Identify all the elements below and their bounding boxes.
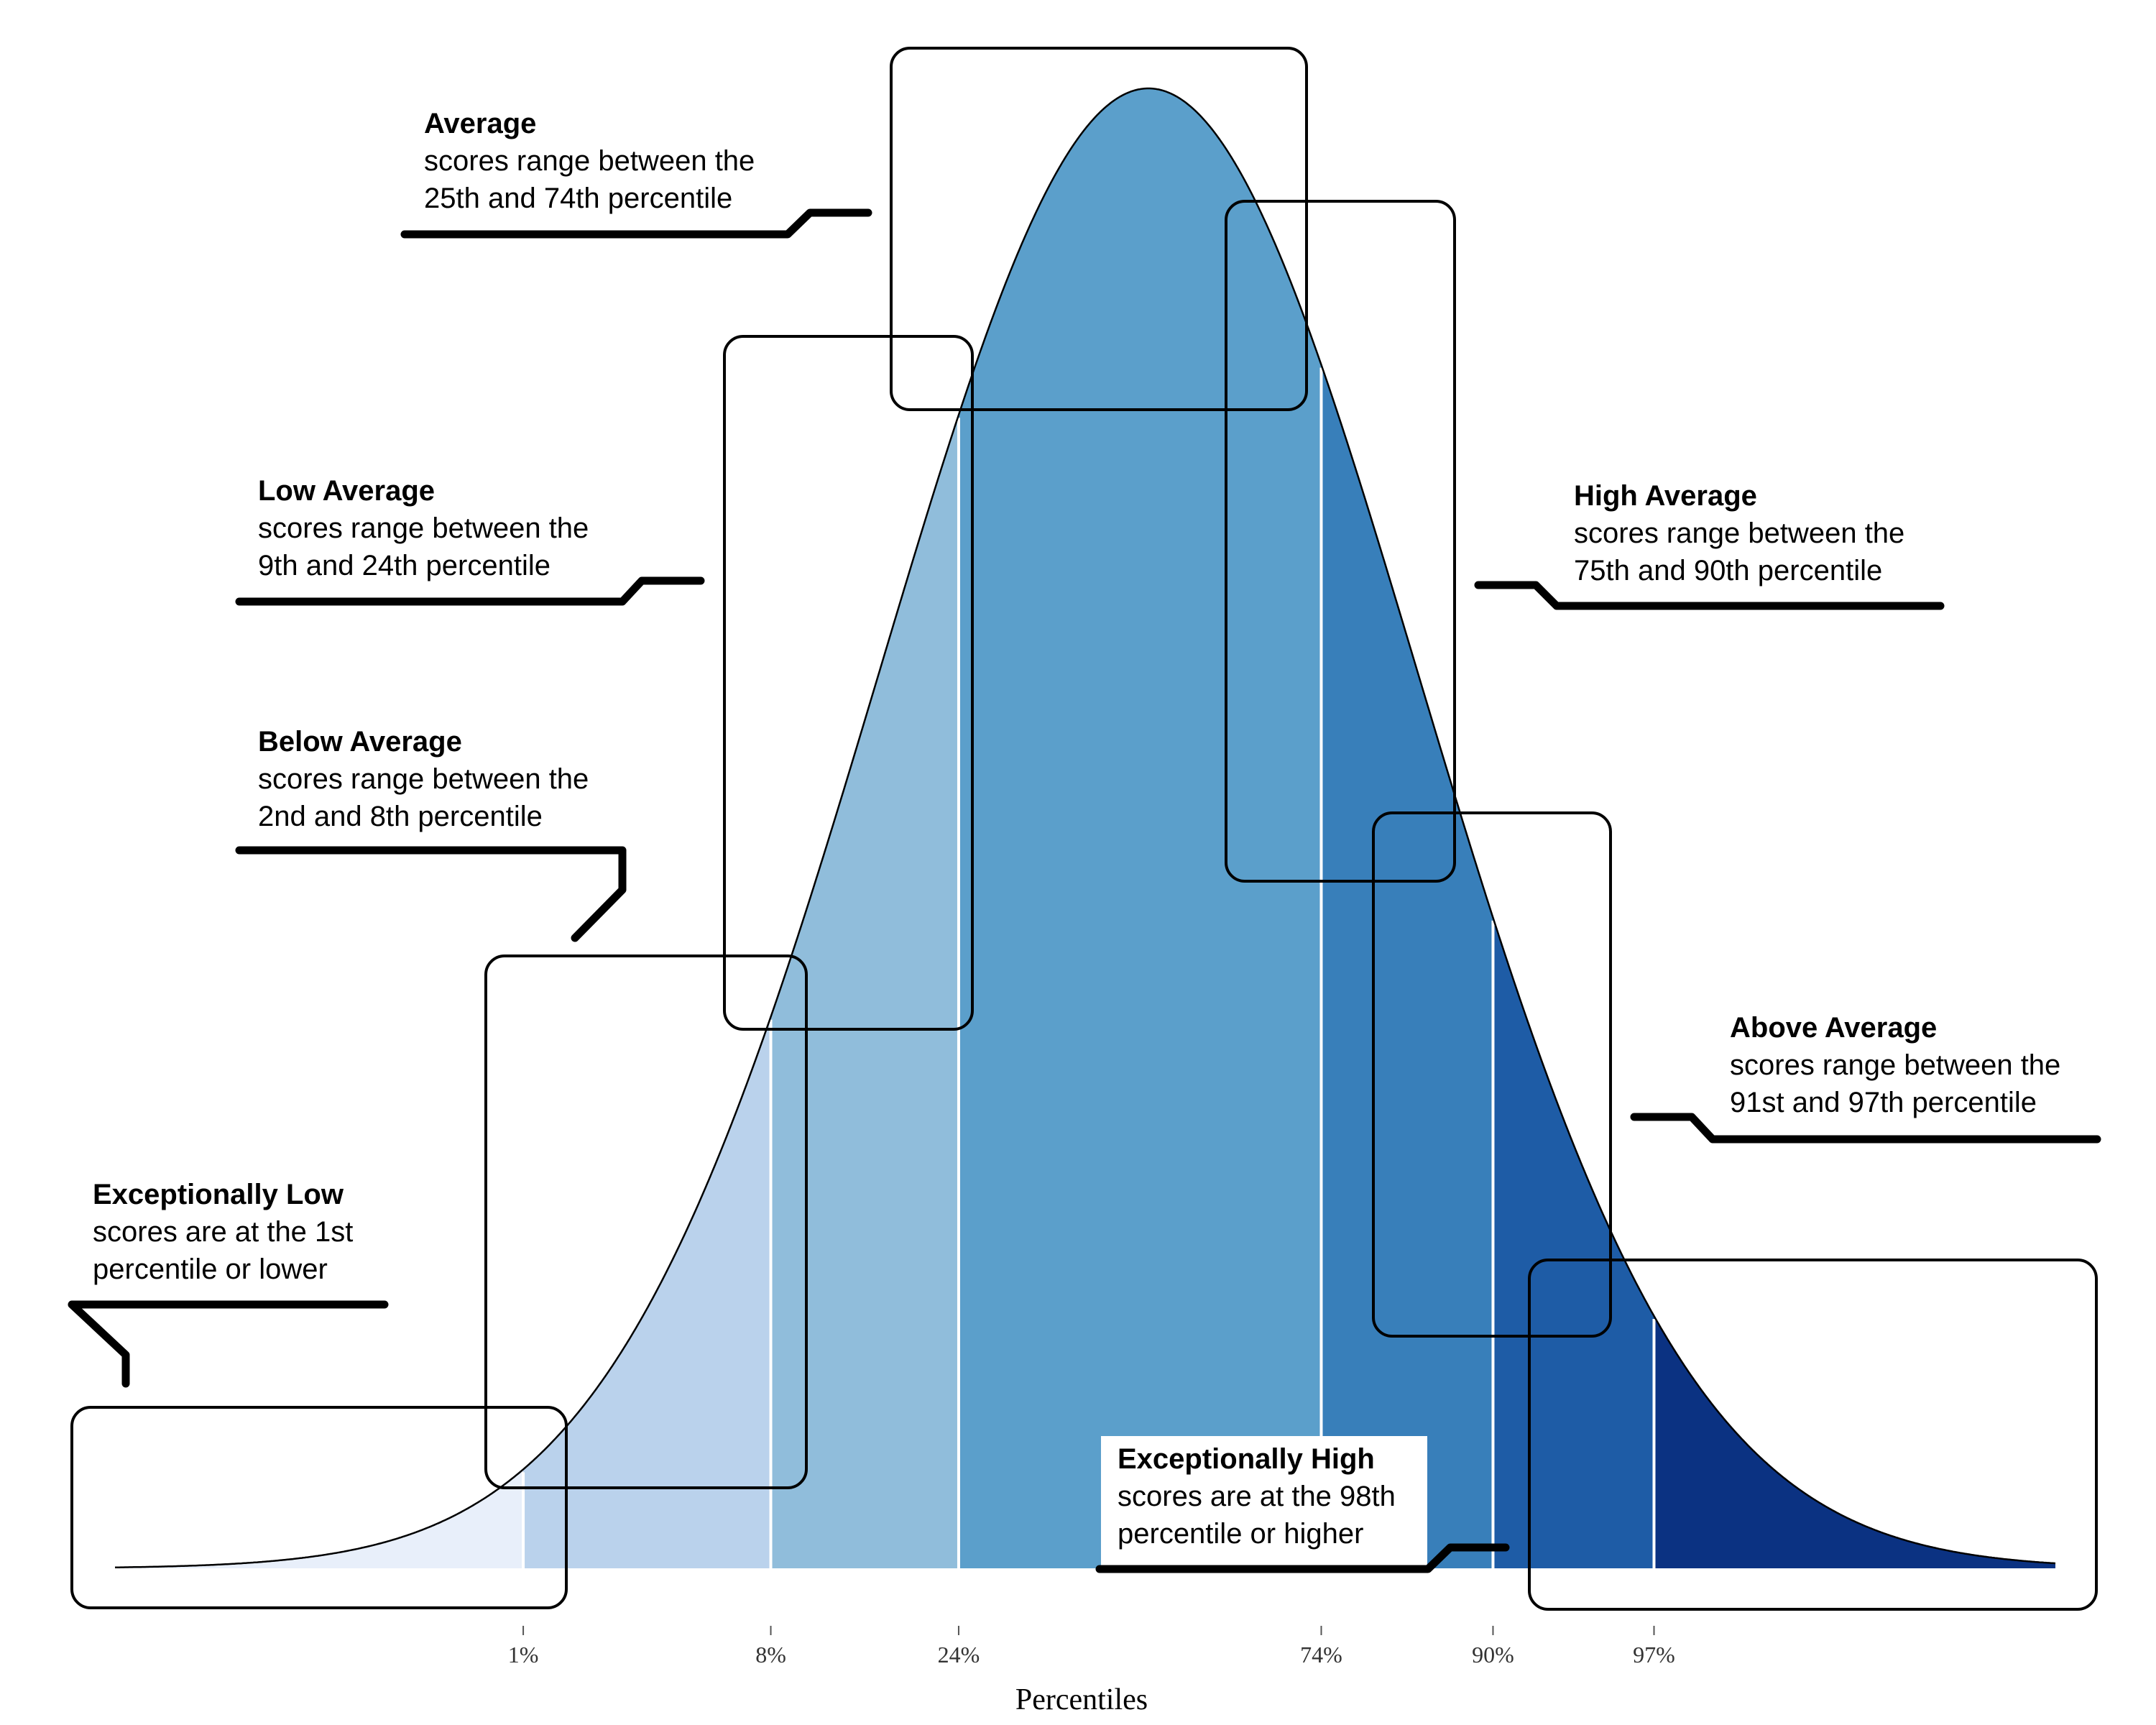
callout-leader-line (235, 846, 627, 942)
band-label: Average scores range between the 25th and … (400, 108, 872, 239)
band-label-description: scores are at the 98th (1118, 1481, 1396, 1512)
band-label-description: scores range between the (258, 512, 589, 544)
band-label: Below Average scores range between the 2nd… (235, 726, 627, 942)
band-area (770, 415, 959, 1569)
band-label-description: 2nd and 8th percentile (258, 801, 543, 832)
band-area (115, 1469, 524, 1568)
band-label-title: Exceptionally Low (93, 1179, 344, 1210)
band-label-description: 25th and 74th percentile (424, 183, 732, 214)
band-label: Above Average scores range between the 91s… (1630, 1012, 2101, 1144)
x-axis-title: Percentiles (1015, 1683, 1148, 1716)
callout-leader-line (400, 208, 872, 239)
band-label-title: Low Average (258, 475, 435, 507)
band-area (958, 88, 1322, 1568)
highlight-box (484, 954, 808, 1489)
band-labels: Exceptionally Low scores are at the 1st pe… (68, 108, 2101, 1573)
x-tick-label: 74% (1300, 1642, 1342, 1668)
x-tick-label: 8% (755, 1642, 786, 1668)
callout-leader-line (68, 1300, 389, 1388)
callout-leader-line (1474, 581, 1945, 610)
highlight-box (1528, 1259, 2098, 1611)
band-label: Exceptionally Low scores are at the 1st pe… (68, 1179, 389, 1388)
band-label-description: 75th and 90th percentile (1574, 555, 1882, 586)
band-label-description: scores range between the (1730, 1049, 2060, 1081)
band-separators (522, 367, 1656, 1568)
band-label-title: Above Average (1730, 1012, 1937, 1044)
band-label-title: Below Average (258, 726, 462, 758)
highlight-box (70, 1406, 568, 1609)
highlight-box (1372, 811, 1612, 1338)
band-label-description: scores are at the 1st (93, 1216, 353, 1248)
highlight-box (890, 47, 1308, 411)
highlight-box (1225, 200, 1456, 883)
band-label: Low Average scores range between the 9th a… (235, 475, 705, 606)
x-tick-label: 90% (1472, 1642, 1514, 1668)
band-label-title: Exceptionally High (1118, 1443, 1375, 1475)
band-area (1321, 364, 1493, 1568)
highlight-box (723, 335, 974, 1031)
band-label-description: scores range between the (258, 763, 589, 795)
band-label: High Average scores range between the 75th… (1474, 480, 1945, 610)
band-label-title: High Average (1574, 480, 1757, 512)
x-tick-label: 97% (1633, 1642, 1675, 1668)
x-tick-label: 1% (508, 1642, 539, 1668)
band-area (1654, 1316, 2055, 1568)
band-label-description: scores range between the (424, 145, 755, 177)
x-axis-ticks: 1% 8% 24% 74% 90% 97% (508, 1626, 1675, 1668)
band-label-description: percentile or lower (93, 1254, 328, 1285)
band-area (523, 1016, 771, 1568)
x-tick-label: 24% (938, 1642, 980, 1668)
band-label-description: 9th and 24th percentile (258, 550, 550, 581)
band-label-title: Average (424, 108, 536, 139)
curve-bands (115, 88, 2055, 1569)
callout-leader-line (235, 576, 705, 606)
bell-curve-outline (115, 87, 2056, 1568)
band-label: Exceptionally High scores are at the 98th… (1095, 1436, 1510, 1573)
band-label-description: scores range between the (1574, 518, 1904, 549)
callout-leader-line (1095, 1543, 1510, 1573)
label-background (1101, 1436, 1427, 1568)
band-label-description: percentile or higher (1118, 1518, 1363, 1550)
callout-leader-line (1630, 1113, 2101, 1144)
highlight-boxes (70, 47, 2098, 1611)
band-label-description: 91st and 97th percentile (1730, 1087, 2037, 1118)
band-area (1493, 917, 1654, 1568)
